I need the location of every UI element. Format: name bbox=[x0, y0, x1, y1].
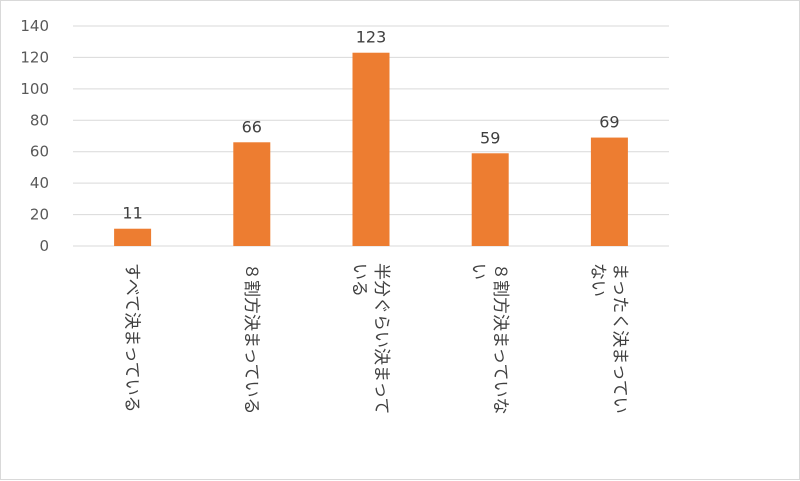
category-label: ８割方決まっている bbox=[241, 263, 261, 414]
y-tick-label: 100 bbox=[20, 80, 49, 98]
bar bbox=[233, 142, 271, 246]
data-labels: 11 66 123 59 69 bbox=[122, 28, 619, 223]
data-label: 59 bbox=[480, 128, 500, 147]
bars bbox=[114, 52, 628, 246]
bar bbox=[352, 52, 390, 246]
category-label: 半分ぐらい決まって bbox=[371, 263, 391, 414]
data-label: 11 bbox=[122, 204, 142, 223]
category-label: ない bbox=[587, 263, 607, 297]
category-label: い bbox=[468, 263, 488, 280]
category-label: すべて決まっている bbox=[122, 263, 142, 413]
data-label: 123 bbox=[356, 28, 387, 47]
y-tick-label: 0 bbox=[39, 237, 49, 255]
y-tick-label: 20 bbox=[30, 206, 49, 224]
data-label: 69 bbox=[599, 113, 619, 132]
y-tick-label: 60 bbox=[30, 143, 49, 161]
y-axis-ticks: 0 20 40 60 80 100 120 140 bbox=[20, 17, 49, 255]
category-label: いる bbox=[349, 263, 369, 297]
y-tick-label: 120 bbox=[20, 48, 49, 66]
y-tick-label: 40 bbox=[30, 174, 49, 192]
category-label: まったく決まってい bbox=[609, 263, 629, 414]
bar bbox=[471, 153, 509, 246]
bar bbox=[114, 228, 152, 246]
y-tick-label: 80 bbox=[30, 111, 49, 129]
bar bbox=[590, 137, 628, 246]
data-label: 66 bbox=[242, 117, 262, 136]
y-tick-label: 140 bbox=[20, 17, 49, 35]
category-label: ８割方決まっていな bbox=[490, 263, 510, 414]
